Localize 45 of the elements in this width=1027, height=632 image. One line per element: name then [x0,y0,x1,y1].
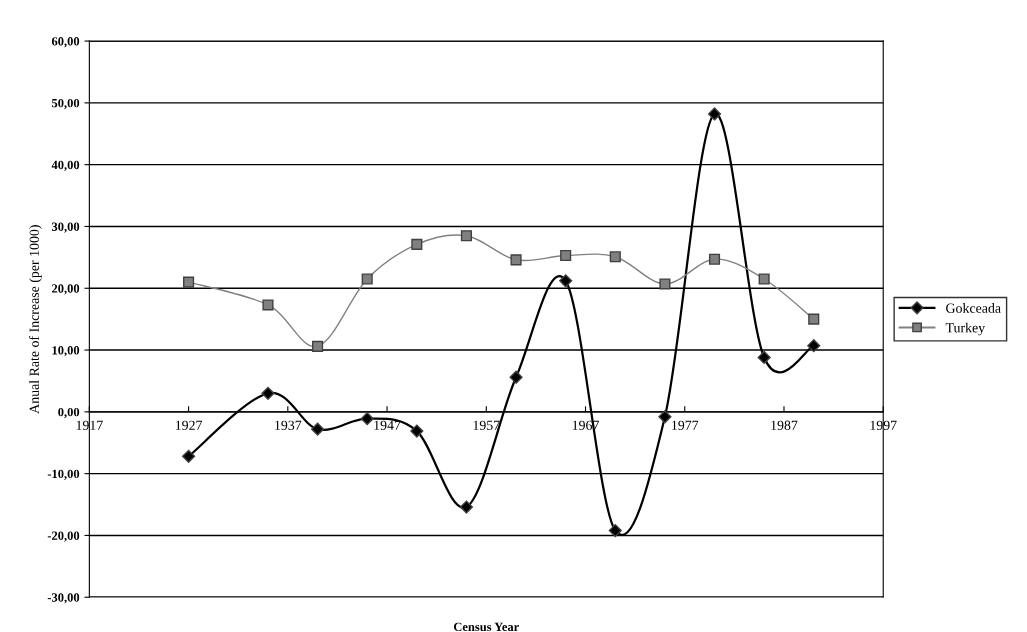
point [808,313,820,325]
y-tick-label: -20,00 [47,531,80,542]
point [361,273,373,285]
point [360,412,374,426]
point [459,500,474,514]
point [708,253,721,265]
point [608,523,622,538]
point [181,449,196,463]
point [410,424,424,438]
point [659,278,671,290]
point [460,230,472,242]
point [261,386,275,400]
point [758,273,770,285]
point [807,339,821,353]
x-tick-label: 1947 [374,420,401,430]
y-tick-label: 10,00 [52,346,80,357]
x-tick-label: 1937 [275,420,302,430]
point [312,340,324,352]
y-tick-label: 0,00 [58,407,80,419]
y-tick-label: 40,00 [51,160,80,171]
y-tick-label: 30,00 [51,222,80,233]
y-axis-title: Anual Rate of Increase (per 1000) [29,225,42,414]
legend-label: Turkey [945,322,986,336]
point [310,422,325,436]
y-tick-label: 20,00 [52,284,80,295]
point [757,350,771,365]
point [509,370,523,384]
point [707,107,722,121]
point [560,249,572,262]
x-axis-title: Census Year [453,622,519,632]
x-tick-label: 1977 [672,420,699,430]
y-tick-label: -30,00 [47,593,80,604]
point [559,274,573,288]
x-tick-label: 1927 [175,420,203,430]
y-tick-label: 60,00 [51,37,80,48]
point [262,299,274,311]
point [658,410,672,424]
point [183,276,195,288]
legend-label: Gokceada [946,303,1001,313]
point [609,251,621,263]
point [411,238,423,250]
x-tick-label: 1987 [771,420,798,430]
point [510,254,522,266]
y-tick-label: 50,00 [52,98,80,110]
y-tick-label: -10,00 [47,469,80,480]
